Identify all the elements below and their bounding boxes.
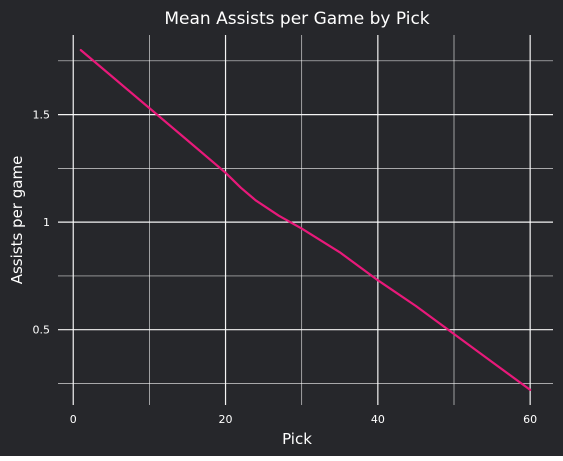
grid-lines bbox=[58, 35, 553, 405]
chart-title: Mean Assists per Game by Pick bbox=[164, 9, 429, 29]
series-layer bbox=[79, 48, 532, 391]
x-axis-title: Pick bbox=[282, 430, 312, 448]
tick-labels: 0 20 40 60 0.5 1 1.5 bbox=[33, 109, 538, 426]
x-tick-label: 40 bbox=[371, 413, 385, 426]
x-tick-label: 20 bbox=[219, 413, 233, 426]
y-tick-label: 1 bbox=[43, 216, 50, 229]
series-line bbox=[79, 48, 532, 391]
x-tick-label: 0 bbox=[70, 413, 77, 426]
x-tick-label: 60 bbox=[523, 413, 537, 426]
y-axis-title: Assists per game bbox=[8, 156, 26, 285]
y-tick-label: 0.5 bbox=[33, 324, 51, 337]
y-tick-label: 1.5 bbox=[33, 109, 51, 122]
